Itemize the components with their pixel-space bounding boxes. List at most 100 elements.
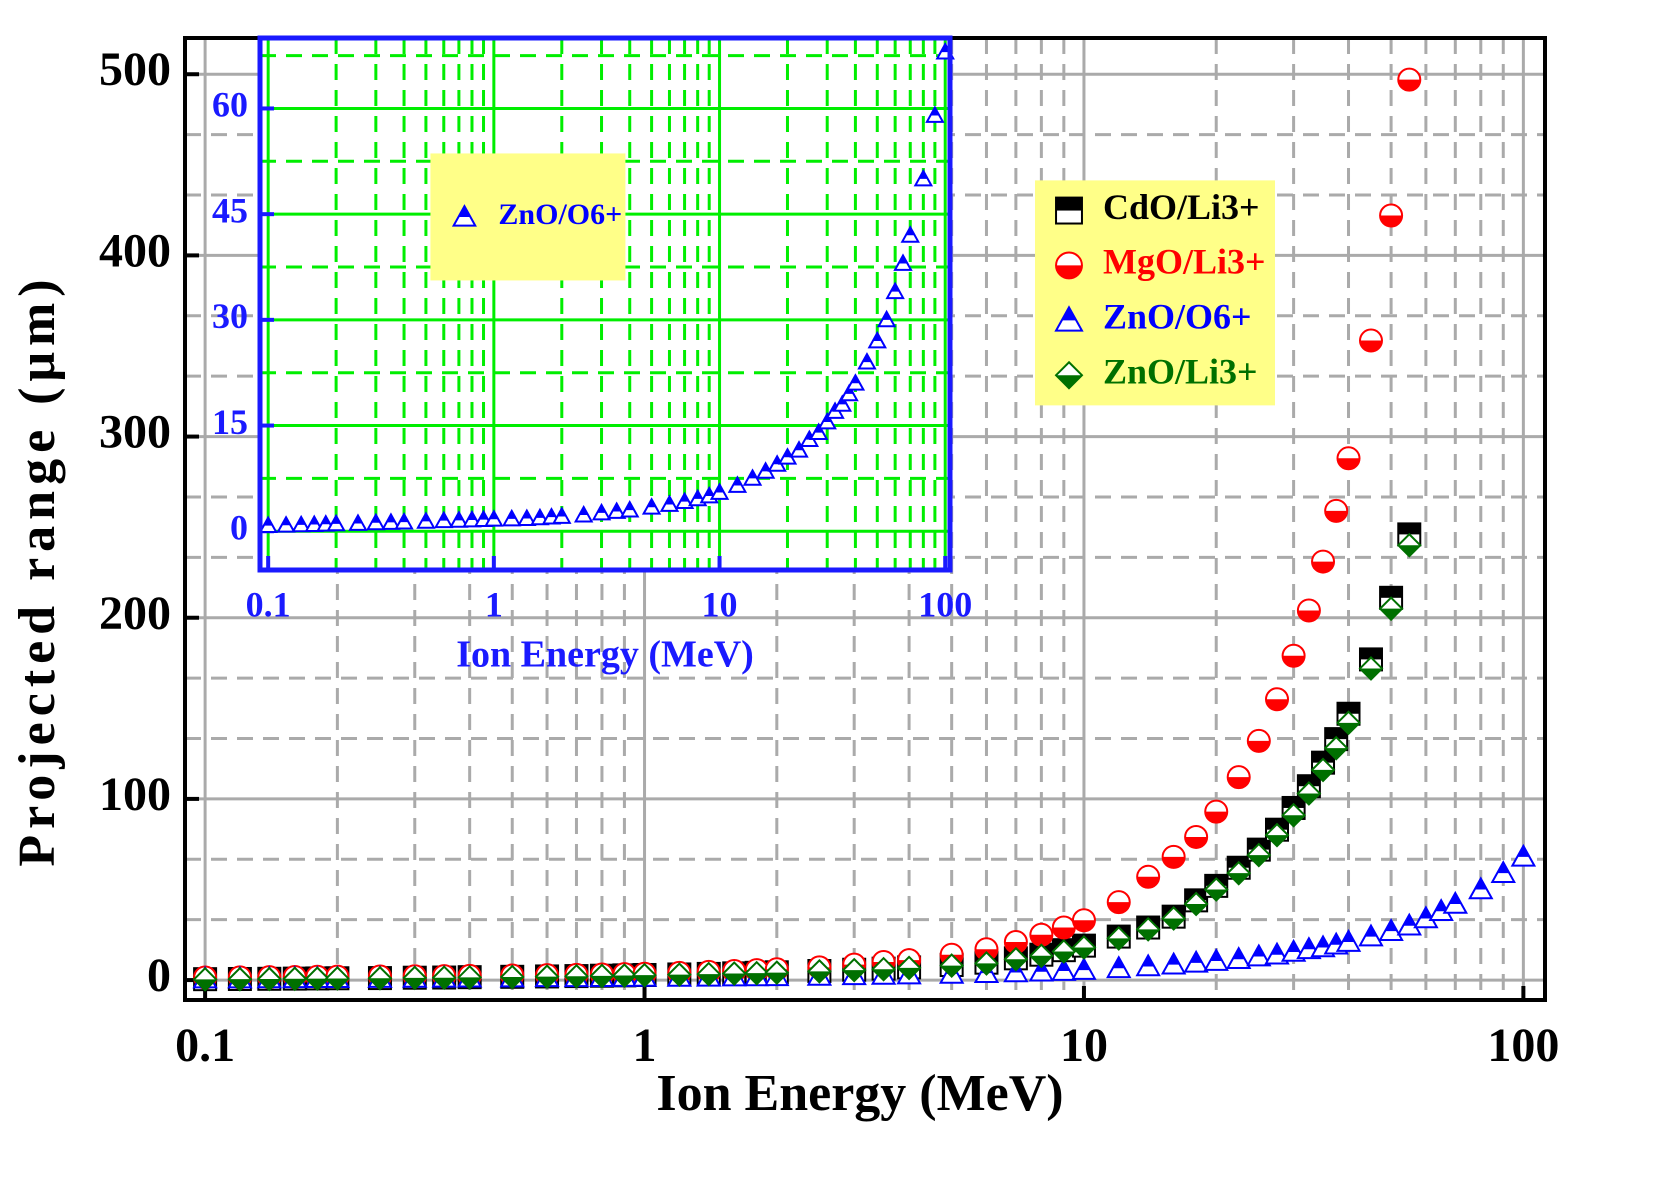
data-point — [1510, 843, 1537, 867]
marker-fill — [1185, 903, 1208, 915]
data-point — [1490, 860, 1516, 883]
data-point — [534, 964, 560, 990]
marker-fill — [1312, 751, 1335, 763]
data-point — [1028, 943, 1054, 969]
data-point — [1003, 946, 1029, 972]
marker-fill — [765, 972, 788, 984]
data-point — [674, 491, 695, 510]
data-point — [620, 500, 640, 518]
marker-fill — [1030, 934, 1053, 946]
marker-fill — [715, 484, 724, 493]
marker-fill — [283, 978, 306, 990]
y-tick-label: 0 — [230, 508, 248, 548]
marker-fill — [1142, 955, 1155, 967]
marker-fill — [1205, 889, 1228, 901]
marker-fill — [421, 513, 431, 522]
data-point — [727, 475, 748, 493]
marker-fill — [1325, 748, 1348, 760]
data-point — [1204, 799, 1229, 824]
data-point — [974, 950, 999, 976]
marker-fill — [693, 490, 703, 499]
data-point — [589, 963, 615, 989]
data-point — [457, 964, 483, 990]
marker-fill — [1167, 953, 1180, 965]
data-point — [612, 963, 637, 988]
data-point — [867, 330, 887, 349]
data-point — [1203, 877, 1229, 902]
data-point — [1136, 864, 1161, 889]
marker-fill — [1359, 340, 1382, 352]
legend-marker — [451, 204, 477, 227]
marker-fill — [1380, 215, 1403, 227]
marker-fill — [309, 516, 319, 525]
data-point — [1281, 802, 1307, 828]
x-tick-label: 0.1 — [175, 1019, 235, 1072]
marker-fill — [1077, 959, 1091, 971]
x-axis-label: Ion Energy (MeV) — [456, 634, 754, 676]
marker-fill — [454, 512, 464, 521]
marker-fill — [647, 499, 657, 508]
marker-fill — [403, 977, 426, 989]
data-point — [256, 966, 282, 992]
data-point — [1335, 928, 1362, 952]
marker-fill — [1359, 668, 1382, 680]
marker-fill — [1337, 702, 1360, 714]
marker-fill — [732, 477, 742, 486]
marker-fill — [1227, 873, 1250, 885]
marker-fill — [1302, 938, 1315, 950]
marker-fill — [368, 978, 391, 990]
data-point — [1051, 915, 1076, 940]
marker-fill — [723, 973, 746, 985]
marker-fill — [1449, 892, 1462, 904]
data-point — [764, 960, 790, 986]
marker-fill — [557, 508, 567, 517]
data-point — [1226, 765, 1251, 790]
data-point — [641, 497, 662, 515]
y-tick-label: 15 — [212, 402, 248, 442]
data-point — [1336, 446, 1361, 471]
data-point — [324, 966, 350, 991]
y-tick-label: 500 — [99, 43, 171, 96]
data-point — [276, 515, 296, 533]
marker-fill — [331, 515, 341, 524]
marker-fill — [1137, 929, 1160, 941]
legend-marker-fill — [1056, 265, 1082, 279]
data-point — [1071, 935, 1097, 960]
legend-marker-fill — [1056, 375, 1082, 389]
data-point — [871, 956, 897, 982]
data-point — [1106, 925, 1132, 951]
data-point — [1378, 596, 1404, 622]
data-point — [1323, 735, 1349, 761]
data-point — [1246, 943, 1272, 967]
marker-fill — [1247, 740, 1270, 752]
data-point — [367, 965, 393, 991]
marker-fill — [1384, 920, 1398, 932]
marker-fill — [1474, 878, 1487, 890]
data-point — [913, 168, 934, 187]
marker-fill — [433, 977, 456, 989]
data-point — [1071, 957, 1097, 980]
marker-fill — [399, 514, 409, 523]
marker-fill — [1112, 957, 1125, 969]
marker-fill — [1072, 920, 1095, 932]
data-point — [1203, 947, 1229, 971]
marker-fill — [1004, 959, 1027, 971]
marker-fill — [1297, 793, 1320, 805]
marker-fill — [1072, 947, 1095, 959]
marker-fill — [808, 971, 831, 983]
data-point — [381, 512, 401, 530]
marker-fill — [1185, 836, 1208, 848]
data-point — [291, 514, 311, 533]
data-point — [462, 509, 482, 528]
marker-fill — [890, 283, 900, 292]
data-point — [1296, 598, 1321, 623]
marker-fill — [930, 107, 940, 116]
y-tick-label: 30 — [212, 296, 248, 336]
marker-fill — [1282, 796, 1305, 808]
data-point — [696, 961, 722, 987]
data-point — [1183, 891, 1209, 917]
marker-fill — [625, 502, 635, 511]
marker-fill — [536, 976, 559, 988]
marker-fill — [1057, 960, 1070, 972]
x-tick-label: 100 — [918, 584, 972, 624]
